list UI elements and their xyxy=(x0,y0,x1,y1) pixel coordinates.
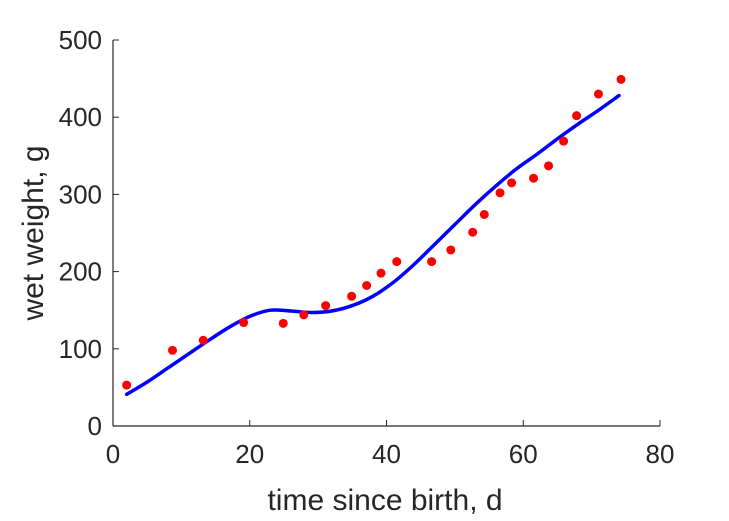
data-point xyxy=(559,136,569,146)
data-point xyxy=(468,227,478,237)
data-point xyxy=(593,89,603,99)
data-point xyxy=(479,209,489,219)
y-tick-label: 400 xyxy=(59,102,102,132)
data-point xyxy=(122,380,132,390)
data-point xyxy=(198,335,208,345)
axes: 0 20 40 60 80 0 100 200 300 400 500 xyxy=(59,25,675,469)
data-points-layer xyxy=(122,74,626,390)
data-point xyxy=(278,318,288,328)
x-tick-label: 0 xyxy=(106,439,120,469)
data-point xyxy=(427,257,437,267)
data-point xyxy=(376,268,386,278)
fit-line-layer xyxy=(124,93,621,397)
data-point xyxy=(446,245,456,255)
data-point xyxy=(239,318,249,328)
y-tick-label: 500 xyxy=(59,25,102,55)
x-tick-label: 40 xyxy=(372,439,401,469)
data-point xyxy=(167,345,177,355)
data-point xyxy=(544,161,554,171)
data-point xyxy=(495,188,505,198)
x-tick-label: 60 xyxy=(509,439,538,469)
y-tick-label: 100 xyxy=(59,334,102,364)
data-point xyxy=(362,280,372,290)
y-tick-label: 0 xyxy=(88,411,102,441)
y-tick-label: 200 xyxy=(59,257,102,287)
y-tick-label: 300 xyxy=(59,179,102,209)
data-point xyxy=(572,111,582,121)
data-point xyxy=(321,301,331,311)
data-point xyxy=(529,173,539,183)
data-point xyxy=(299,310,309,320)
data-point xyxy=(616,74,626,84)
data-point xyxy=(347,291,357,301)
fit-curve xyxy=(124,93,621,397)
data-point xyxy=(392,257,402,267)
x-tick-label: 80 xyxy=(646,439,675,469)
x-tick-label: 20 xyxy=(235,439,264,469)
data-point xyxy=(507,178,517,188)
y-axis-label: wet weight, g xyxy=(17,145,50,321)
x-axis-label: time since birth, d xyxy=(267,484,502,517)
